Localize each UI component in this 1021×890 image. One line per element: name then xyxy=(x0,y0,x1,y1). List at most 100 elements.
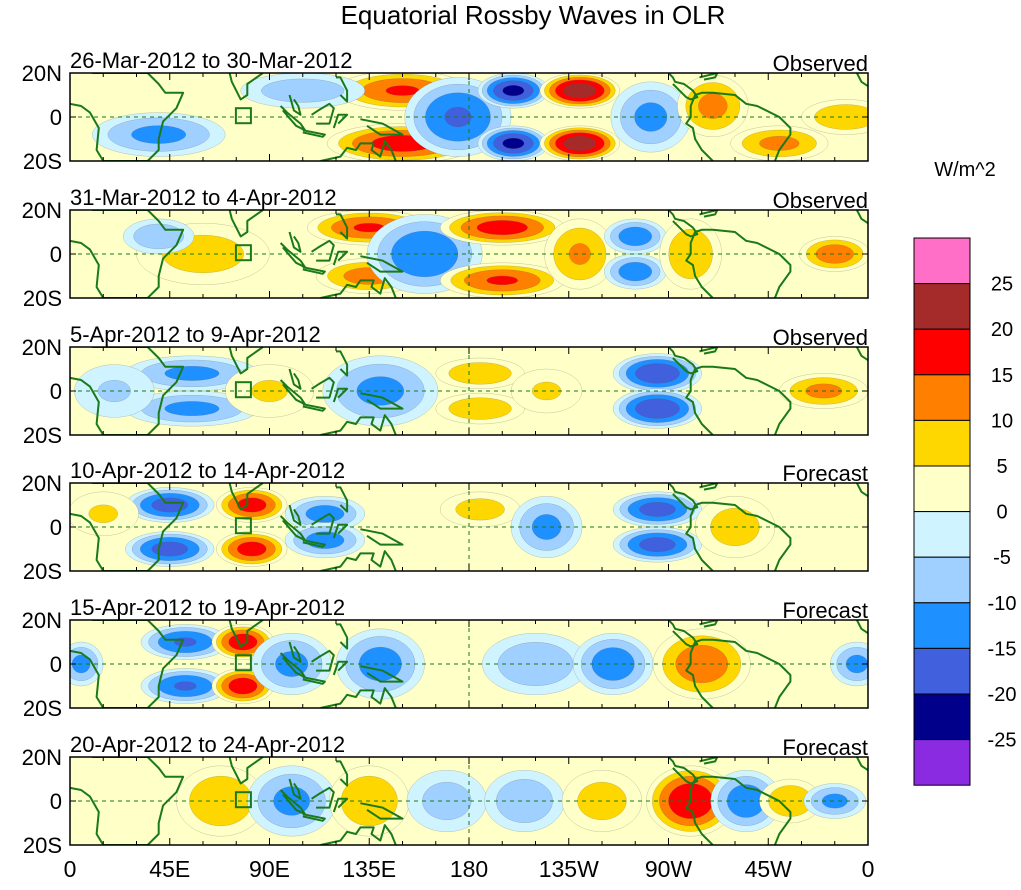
colorbar-label: -20 xyxy=(988,684,1017,706)
colorbar-swatch xyxy=(913,283,971,330)
coastline xyxy=(332,387,349,403)
olr-anomaly-feature xyxy=(677,74,749,138)
coastlines xyxy=(70,210,868,298)
x-tick-label: 90E xyxy=(249,856,290,882)
panel: 20N 0 20S 26-Mar-2012 to 30-Mar-2012 Observe… xyxy=(22,48,869,174)
y-tick-label: 20N xyxy=(22,335,62,360)
coastline xyxy=(332,523,349,539)
coastline xyxy=(856,347,868,362)
coastline xyxy=(70,73,185,161)
y-tick-label: 20S xyxy=(23,833,62,858)
coastline xyxy=(302,676,326,685)
coastline xyxy=(311,786,335,809)
contour-band xyxy=(88,504,118,524)
coastline xyxy=(288,231,302,253)
colorbar-swatch xyxy=(913,511,971,558)
olr-anomaly-feature xyxy=(603,253,667,290)
contour-band xyxy=(563,135,597,151)
coastline xyxy=(279,105,306,132)
olr-anomaly-feature xyxy=(216,531,288,567)
olr-anomaly-feature xyxy=(125,531,215,567)
coastline xyxy=(288,641,302,663)
coastline xyxy=(360,118,404,136)
contour-band xyxy=(173,681,197,691)
x-tick-label: 135E xyxy=(342,856,396,882)
contour-band xyxy=(164,401,220,417)
coastline xyxy=(311,376,335,399)
colorbar-swatch xyxy=(913,739,971,786)
coastline xyxy=(699,757,719,765)
coastline xyxy=(685,504,714,571)
colorbar-swatch xyxy=(913,602,971,649)
panel: 20N 0 20S 20-Apr-2012 to 24-Apr-2012 Forecas… xyxy=(22,732,869,858)
contour-band xyxy=(618,261,653,282)
coastline xyxy=(320,277,397,298)
panel-status-label: Forecast xyxy=(782,461,868,486)
colorbar-swatch xyxy=(913,374,971,421)
x-tick-label: 0 xyxy=(862,856,875,882)
olr-anomaly-feature xyxy=(612,353,703,394)
contour-band xyxy=(486,275,519,286)
contour-band xyxy=(358,646,402,682)
contour-band xyxy=(237,497,267,513)
y-tick-label: 20N xyxy=(22,198,62,223)
coastline xyxy=(336,760,349,787)
olr-anomaly-feature xyxy=(125,487,215,523)
coastline xyxy=(667,73,699,101)
panel-date-range: 20-Apr-2012 to 24-Apr-2012 xyxy=(70,732,345,757)
panel-status-label: Forecast xyxy=(782,735,868,760)
y-tick-label: 0 xyxy=(50,789,62,814)
coastline xyxy=(360,528,404,546)
chart-title: Equatorial Rossby Waves in OLR xyxy=(341,0,726,30)
coastline xyxy=(694,365,792,435)
x-tick-label: 135W xyxy=(539,856,599,882)
colorbar-label: 10 xyxy=(991,410,1013,432)
coastline xyxy=(288,368,302,390)
panel: 20N 0 20S 31-Mar-2012 to 4-Apr-2012 Observed xyxy=(22,185,869,311)
panel: 20N 0 20S 5-Apr-2012 to 9-Apr-2012 Observed xyxy=(22,322,869,448)
y-tick-label: 0 xyxy=(50,515,62,540)
y-tick-label: 20N xyxy=(22,471,62,496)
contour-band xyxy=(261,78,345,103)
coastlines xyxy=(70,620,868,708)
coastline xyxy=(70,620,185,708)
contour-band xyxy=(164,365,220,381)
coastline xyxy=(685,778,714,845)
olr-anomaly-feature xyxy=(439,210,565,246)
coastline xyxy=(288,94,302,116)
coastline xyxy=(228,73,264,101)
colorbar-label: 0 xyxy=(996,502,1007,524)
coastline xyxy=(228,210,264,238)
panel-status-label: Observed xyxy=(773,51,868,76)
contour-band xyxy=(305,505,345,523)
anomaly-field xyxy=(70,73,868,161)
olr-anomaly-feature xyxy=(612,526,703,563)
coastline xyxy=(667,483,699,511)
x-tick-label: 45W xyxy=(745,856,793,882)
olr-anomaly-feature xyxy=(284,495,366,532)
colorbar-units-label: W/m^2 xyxy=(934,159,996,181)
contour-band xyxy=(455,498,505,521)
anomaly-field xyxy=(70,757,868,845)
panel: 20N 0 20S 10-Apr-2012 to 14-Apr-2012 Forecas… xyxy=(22,458,869,584)
olr-anomaly-feature xyxy=(435,357,525,390)
coastline xyxy=(667,620,699,648)
olr-anomaly-feature xyxy=(439,491,521,528)
coastline xyxy=(360,392,404,410)
coastline xyxy=(856,757,868,772)
olr-anomaly-feature xyxy=(612,388,703,429)
coastline xyxy=(302,813,326,822)
panel-status-label: Observed xyxy=(773,325,868,350)
coastline xyxy=(685,368,714,435)
colorbar-label: 15 xyxy=(991,365,1013,387)
coastline xyxy=(699,347,719,355)
coastline xyxy=(228,620,264,648)
y-tick-label: 20N xyxy=(22,608,62,633)
olr-anomaly-feature xyxy=(477,125,550,161)
coastline xyxy=(228,757,264,785)
olr-anomaly-feature xyxy=(176,765,266,837)
olr-anomaly-feature xyxy=(140,624,230,660)
y-tick-label: 20S xyxy=(23,696,62,721)
contour-band xyxy=(237,541,267,557)
contour-band xyxy=(639,501,676,517)
